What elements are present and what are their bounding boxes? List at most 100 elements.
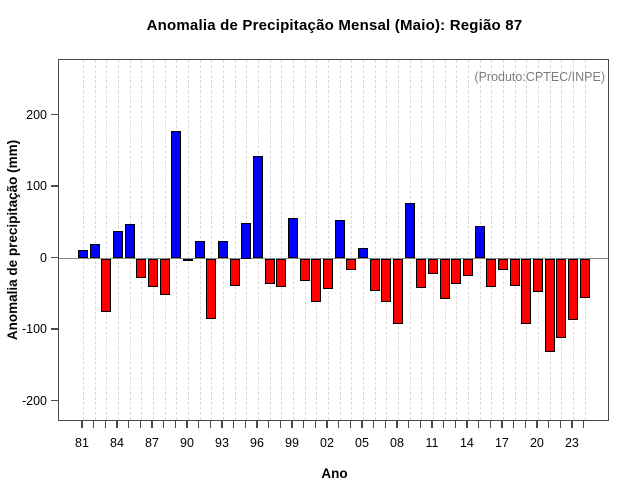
bar-1997: [264, 258, 275, 284]
grid-line: [94, 60, 96, 420]
bar-1993: [217, 241, 228, 259]
x-tick-label: 02: [320, 436, 334, 450]
bar-1985: [124, 224, 135, 259]
y-tick: [51, 256, 58, 259]
bar-2005: [357, 248, 368, 259]
bar-1984: [112, 230, 123, 259]
bar-1998: [276, 258, 287, 288]
grid-line: [561, 60, 563, 420]
bar-2011: [427, 258, 438, 275]
grid-line: [106, 60, 108, 420]
bar-2016: [486, 258, 497, 288]
x-tick: [209, 421, 212, 428]
y-axis-label: Anomalia de precipitação (mm): [5, 139, 20, 341]
grid-line: [83, 60, 84, 420]
x-tick: [314, 421, 317, 428]
grid-line: [584, 60, 586, 420]
y-tick-label: 100: [26, 179, 47, 193]
x-tick: [139, 421, 142, 428]
x-tick: [571, 421, 573, 428]
grid-line: [141, 60, 143, 420]
grid-line: [222, 60, 224, 420]
grid-line: [327, 60, 329, 420]
bar-2004: [346, 258, 357, 270]
x-tick: [162, 421, 165, 428]
x-tick-label: 05: [355, 436, 369, 450]
y-tick: [51, 399, 58, 402]
x-tick-label: 08: [390, 436, 404, 450]
bar-2009: [404, 202, 415, 259]
x-tick: [81, 421, 83, 428]
grid-line: [537, 60, 539, 420]
x-tick-label: 23: [564, 436, 579, 450]
bar-1986: [136, 258, 147, 278]
bar-1982: [89, 244, 100, 259]
chart-title: Anomalia de Precipitação Mensal (Maio): …: [146, 17, 523, 34]
x-tick-label: 99: [285, 436, 299, 450]
zero-line: [59, 257, 608, 260]
bar-1983: [101, 258, 112, 313]
grid-line: [444, 60, 446, 420]
x-tick-label: 93: [215, 436, 229, 450]
bar-2010: [416, 258, 427, 288]
y-tick-label: 0: [40, 250, 47, 265]
bar-2017: [497, 258, 508, 270]
bar-2024: [579, 258, 590, 298]
x-tick-label: 90: [180, 436, 194, 450]
x-tick: [489, 421, 492, 428]
bar-1990: [182, 258, 193, 261]
bar-1991: [194, 241, 205, 259]
x-tick: [232, 421, 235, 428]
grid-line: [351, 60, 353, 420]
x-tick: [512, 421, 515, 428]
x-tick: [372, 421, 375, 428]
bar-2015: [474, 225, 485, 259]
y-tick: [51, 328, 58, 330]
bar-2002: [322, 258, 333, 290]
bar-1989: [171, 131, 182, 259]
x-tick: [186, 421, 188, 428]
x-tick: [466, 421, 468, 428]
x-tick: [442, 421, 445, 428]
bar-2019: [521, 258, 532, 325]
x-tick: [407, 421, 410, 428]
x-tick: [151, 421, 153, 428]
x-tick: [104, 421, 107, 428]
x-tick: [221, 421, 223, 428]
bar-1996: [252, 156, 263, 259]
grid-line: [467, 60, 469, 420]
x-tick: [536, 421, 538, 428]
bar-1994: [229, 258, 240, 286]
x-axis-label: Ano: [321, 466, 348, 481]
bar-1988: [159, 258, 170, 295]
x-tick: [267, 421, 270, 428]
x-tick: [116, 421, 118, 428]
x-tick: [477, 421, 480, 428]
grid-line: [152, 60, 154, 420]
x-tick-label: 81: [75, 436, 89, 450]
bar-2003: [334, 219, 345, 259]
grid-line: [374, 60, 376, 420]
grid-line: [514, 60, 516, 420]
bar-2013: [451, 258, 462, 284]
x-tick: [92, 421, 95, 428]
bar-2022: [556, 258, 567, 338]
x-tick: [291, 421, 293, 428]
x-tick: [501, 421, 503, 428]
x-tick: [361, 421, 363, 428]
bar-1995: [241, 222, 252, 259]
grid-line: [502, 60, 504, 420]
x-tick: [244, 421, 247, 428]
bar-2000: [299, 258, 310, 281]
bar-2008: [392, 258, 403, 325]
product-annotation: (Produto:CPTEC/INPE): [474, 70, 605, 84]
grid-line: [187, 60, 189, 420]
plot-area: (Produto:CPTEC/INPE): [58, 59, 609, 421]
bar-2014: [462, 258, 473, 276]
bar-2020: [532, 258, 543, 293]
grid-line: [526, 60, 528, 420]
x-tick: [396, 421, 398, 428]
grid-line: [491, 60, 493, 420]
x-tick: [256, 421, 258, 428]
